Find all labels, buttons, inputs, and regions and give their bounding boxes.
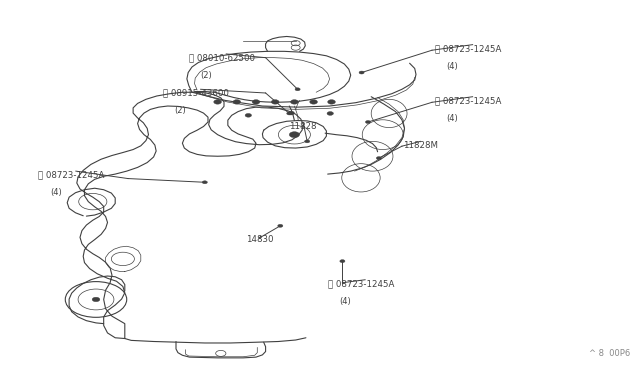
Text: 14830: 14830 — [246, 235, 274, 244]
Text: Ⓑ 08010-62500: Ⓑ 08010-62500 — [189, 53, 255, 62]
Circle shape — [365, 121, 371, 124]
Circle shape — [271, 100, 279, 104]
Text: 11828M: 11828M — [403, 141, 438, 150]
Circle shape — [310, 100, 317, 104]
Circle shape — [288, 111, 294, 115]
Circle shape — [287, 112, 292, 115]
Circle shape — [245, 113, 252, 117]
Circle shape — [376, 157, 381, 160]
Text: (4): (4) — [447, 114, 458, 123]
Circle shape — [340, 260, 345, 263]
Text: (4): (4) — [50, 188, 61, 197]
Text: Ⓒ 08723-1245A: Ⓒ 08723-1245A — [435, 44, 502, 53]
Text: Ⓒ 08723-1245A: Ⓒ 08723-1245A — [328, 279, 394, 288]
Text: (4): (4) — [447, 62, 458, 71]
Circle shape — [295, 88, 300, 91]
Circle shape — [252, 100, 260, 104]
Circle shape — [278, 224, 283, 227]
Text: (4): (4) — [339, 297, 351, 306]
Circle shape — [92, 297, 100, 302]
Circle shape — [328, 100, 335, 104]
Text: Ⓒ 08723-1245A: Ⓒ 08723-1245A — [435, 96, 502, 105]
Circle shape — [359, 71, 364, 74]
Circle shape — [202, 181, 207, 184]
Text: ^ 8  00P6: ^ 8 00P6 — [589, 349, 630, 358]
Circle shape — [305, 140, 310, 143]
Text: (2): (2) — [175, 106, 186, 115]
Text: Ⓑ 08915-43600: Ⓑ 08915-43600 — [163, 89, 229, 97]
Circle shape — [233, 100, 241, 104]
Text: 11828: 11828 — [289, 122, 317, 131]
Circle shape — [291, 100, 298, 104]
Circle shape — [327, 112, 333, 115]
Circle shape — [214, 100, 221, 104]
Circle shape — [289, 132, 300, 138]
Text: Ⓒ 08723-1245A: Ⓒ 08723-1245A — [38, 170, 105, 179]
Text: (2): (2) — [200, 71, 212, 80]
